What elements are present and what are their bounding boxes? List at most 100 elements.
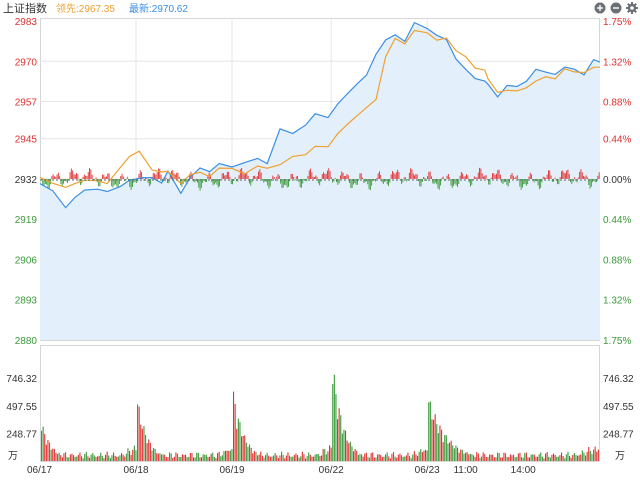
leading-label: 领先:2967.35 — [56, 2, 115, 15]
flow-bar — [412, 173, 414, 179]
flow-bar — [256, 176, 258, 179]
volume-bar — [506, 457, 508, 461]
flow-bar — [316, 176, 318, 179]
flow-bar — [294, 179, 296, 181]
flow-bar — [306, 179, 308, 182]
flow-bar — [202, 179, 204, 183]
volume-bar — [554, 455, 556, 461]
flow-bar — [402, 179, 404, 183]
volume-bar — [570, 457, 572, 461]
flow-bar — [301, 179, 302, 188]
volume-bar — [409, 456, 411, 461]
volume-bar — [500, 457, 502, 461]
flow-bar — [579, 171, 581, 179]
volume-bar — [151, 450, 153, 461]
y-tick-left: 2906 — [15, 255, 38, 266]
volume-bar — [524, 453, 526, 461]
volume-bar — [375, 457, 377, 461]
volume-bar — [199, 457, 201, 461]
volume-bar — [516, 456, 518, 461]
flow-bar — [349, 179, 350, 183]
volume-bar — [421, 452, 423, 461]
flow-bar — [265, 179, 267, 182]
volume-bar — [159, 453, 161, 461]
flow-bar — [345, 176, 347, 179]
y-tick-left: 2893 — [15, 296, 38, 307]
flow-bar — [405, 177, 406, 179]
volume-bar — [226, 450, 228, 461]
volume-bar — [205, 454, 207, 461]
volume-bar — [276, 455, 278, 461]
volume-bar — [436, 424, 438, 461]
flow-bar — [549, 170, 551, 179]
flow-bar — [148, 179, 150, 187]
zoom-out-button[interactable] — [610, 2, 622, 14]
flow-bar — [523, 179, 525, 185]
volume-bar — [177, 453, 179, 461]
volume-bar — [125, 453, 127, 461]
flow-bar — [459, 175, 461, 179]
volume-bar — [338, 408, 340, 461]
flow-bar — [155, 174, 157, 179]
flow-bar — [537, 179, 539, 186]
volume-bar — [348, 443, 350, 461]
volume-bar — [383, 456, 385, 461]
flow-bar — [497, 170, 499, 179]
volume-bar — [477, 453, 479, 461]
flow-bar — [494, 174, 496, 179]
volume-bar — [441, 429, 443, 461]
flow-bar — [401, 179, 402, 184]
flow-bar — [83, 174, 85, 179]
flow-bar — [73, 174, 75, 179]
volume-bar — [289, 455, 291, 461]
volume-bar — [593, 449, 595, 461]
flow-bar — [410, 168, 412, 179]
volume-bar — [404, 456, 406, 461]
flow-bar — [207, 176, 209, 179]
flow-bar — [284, 179, 285, 185]
flow-bar — [203, 179, 205, 181]
volume-bar — [132, 449, 134, 461]
flow-bar — [302, 179, 304, 184]
flow-bar — [464, 176, 466, 179]
volume-bar — [295, 453, 297, 461]
volume-bar — [95, 456, 97, 461]
volume-bar — [268, 455, 270, 461]
flow-bar — [119, 179, 120, 184]
volume-tick-left: 746.32 — [6, 374, 37, 385]
flow-bar — [416, 174, 418, 179]
volume-bar — [140, 424, 142, 461]
flow-bar — [466, 174, 467, 179]
volume-bar — [77, 454, 79, 461]
flow-bar — [87, 172, 89, 179]
settings-button[interactable] — [626, 2, 638, 14]
flow-bar — [269, 179, 271, 187]
flow-bar — [580, 169, 582, 179]
flow-bar — [567, 169, 569, 179]
volume-bar — [373, 457, 375, 461]
volume-bar — [377, 454, 379, 461]
flow-bar — [441, 177, 443, 179]
flow-bar — [477, 172, 479, 179]
zoom-in-button[interactable] — [594, 2, 606, 14]
volume-bar — [425, 449, 427, 461]
volume-bar — [559, 455, 561, 461]
volume-bar — [426, 450, 428, 461]
volume-bar — [306, 456, 308, 461]
volume-bar — [572, 455, 574, 461]
flow-bar — [336, 179, 337, 183]
volume-bar — [124, 456, 126, 461]
flow-bar — [74, 174, 76, 179]
flow-bar — [133, 179, 135, 183]
flow-bar — [427, 176, 428, 179]
flow-bar — [44, 179, 46, 184]
flow-bar — [106, 176, 107, 179]
flow-bar — [271, 179, 272, 181]
volume-bar — [74, 456, 76, 461]
flow-bar — [138, 174, 140, 179]
volume-bar — [127, 448, 129, 461]
flow-bar — [575, 179, 577, 181]
flow-bar — [420, 179, 422, 187]
flow-bar — [540, 179, 542, 188]
volume-bars — [41, 374, 599, 461]
